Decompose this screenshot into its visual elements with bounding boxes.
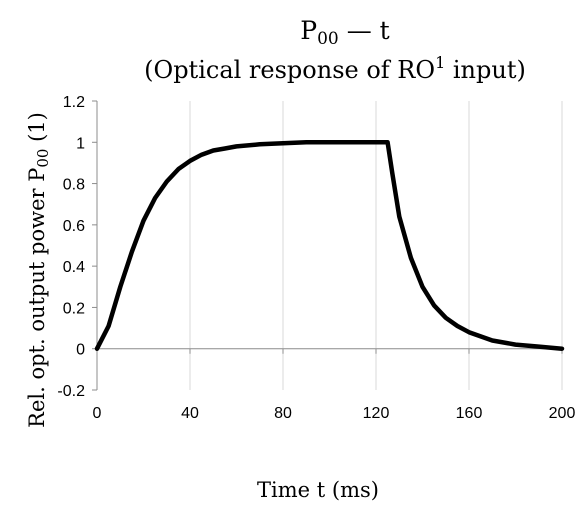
chart-subtitle-end: input) [445,56,526,84]
chart-title-subscript: 00 [317,29,339,49]
chart-title-main: P [300,16,317,45]
y-tick-label: -0.2 [57,383,85,400]
y-tick-label: 0.6 [63,218,85,235]
chart-title-suffix: — t [339,16,390,45]
y-tick-label: 0.4 [63,259,85,276]
chart-subtitle-main: (Optical response of RO [144,56,435,84]
y-tick-labels: -0.2 0 0.2 0.4 0.6 0.8 1 1.2 [57,94,85,400]
chart-subtitle-superscript: 1 [435,53,445,72]
x-tick-label: 40 [181,405,199,422]
plot-area [92,100,565,391]
x-tick-labels: 0 40 80 120 160 200 [93,405,576,422]
chart-title: P00 — t [300,16,389,49]
response-line [94,140,565,351]
chart-subtitle: (Optical response of RO1 input) [144,53,526,84]
y-axis-label-end: (1) [25,112,49,148]
x-tick-label: 120 [363,405,390,422]
y-tick-label: 0.2 [63,300,85,317]
y-tick-label: 1 [76,135,85,152]
x-tick-label: 200 [549,405,576,422]
x-tick-label: 160 [456,405,483,422]
y-axis-label: Rel. opt. output power P00 (1) [25,112,52,428]
y-tick-label: 0.8 [63,177,85,194]
y-axis-label-subscript: 00 [34,149,52,168]
x-tick-label: 0 [93,405,102,422]
y-tick-label: 1.2 [63,94,85,111]
x-axis-label: Time t (ms) [257,478,379,502]
y-tick-label: 0 [76,342,85,359]
y-axis-label-main: Rel. opt. output power P [25,168,49,428]
x-tick-label: 80 [274,405,292,422]
